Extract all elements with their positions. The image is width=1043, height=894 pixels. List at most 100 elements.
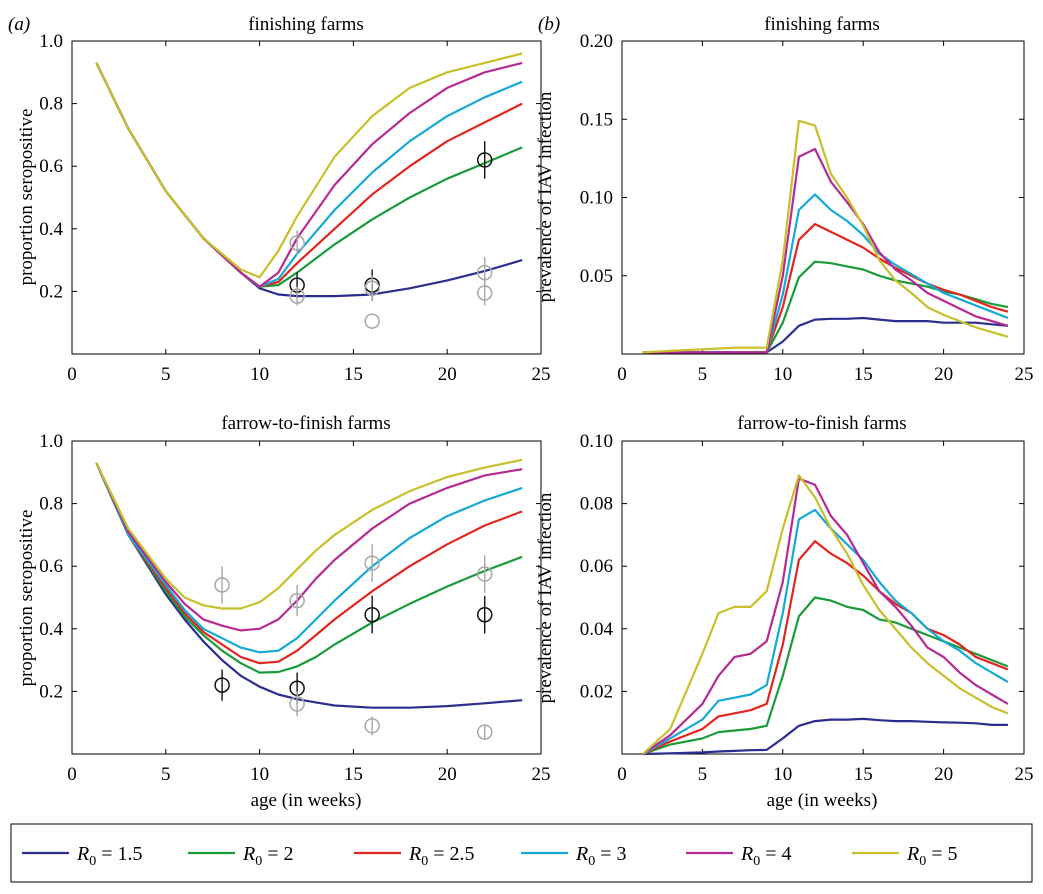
observation-point bbox=[364, 280, 380, 297]
y-axis-label: prevalence of IAV infection bbox=[535, 91, 556, 302]
x-tick-label: 0 bbox=[617, 764, 627, 785]
series-line-3 bbox=[642, 540, 1009, 756]
series-line-6 bbox=[95, 52, 523, 279]
observation-point bbox=[364, 606, 380, 623]
plot-frame bbox=[621, 440, 1025, 755]
x-tick-label: 0 bbox=[617, 364, 627, 385]
y-tick-label: 0.10 bbox=[580, 431, 613, 452]
x-tick-label: 0 bbox=[67, 364, 77, 385]
x-tick-label: 10 bbox=[250, 364, 269, 385]
x-axis-label: age (in weeks) bbox=[251, 790, 362, 811]
y-tick-label: 0.20 bbox=[580, 31, 613, 52]
y-tick-label: 0.15 bbox=[580, 109, 613, 130]
series-line-6 bbox=[642, 474, 1009, 755]
y-tick-label: 0.05 bbox=[580, 266, 613, 287]
series-lines bbox=[95, 458, 523, 709]
series-line-1 bbox=[95, 62, 523, 298]
x-tick-label: 0 bbox=[67, 764, 77, 785]
x-tick-label: 10 bbox=[773, 764, 792, 785]
chart-title: farrow-to-finish farms bbox=[737, 413, 906, 434]
y-tick-label: 0.2 bbox=[39, 681, 63, 702]
y-tick-label: 0.06 bbox=[580, 556, 613, 577]
x-tick-label: 5 bbox=[698, 364, 708, 385]
x-tick-label: 10 bbox=[773, 364, 792, 385]
panel-a-farrow-seropositive: farrow-to-finish farms proportion seropo… bbox=[16, 413, 551, 811]
chart-title: farrow-to-finish farms bbox=[221, 413, 390, 434]
x-tick-label: 15 bbox=[344, 364, 363, 385]
x-tick-label: 5 bbox=[161, 364, 171, 385]
observation-point bbox=[214, 577, 230, 593]
plot-frame bbox=[71, 440, 542, 755]
x-tick-label: 20 bbox=[934, 364, 953, 385]
x-tick-label: 25 bbox=[532, 364, 551, 385]
y-tick-label: 0.4 bbox=[39, 619, 63, 640]
y-tick-label: 0.4 bbox=[39, 219, 63, 240]
legend-label: R0 = 4 bbox=[740, 843, 792, 869]
x-tick-label: 20 bbox=[438, 364, 457, 385]
y-tick-label: 0.02 bbox=[580, 681, 613, 702]
observation-point bbox=[289, 235, 305, 251]
y-tick-label: 0.04 bbox=[580, 619, 614, 640]
series-line-4 bbox=[95, 462, 523, 654]
series-lines bbox=[642, 119, 1009, 354]
observation-point bbox=[364, 313, 380, 329]
observation-point bbox=[476, 285, 493, 301]
panel-tag: (a) bbox=[8, 14, 30, 35]
panel-b-farrow-prevalence: farrow-to-finish farms prevalence of IAV… bbox=[535, 413, 1034, 811]
legend: R0 = 1.5 R0 = 2 R0 = 2.5 R0 = 3 R0 = 4 R0 = 5 bbox=[10, 823, 1033, 883]
observation-point bbox=[476, 566, 493, 582]
x-tick-label: 20 bbox=[438, 764, 457, 785]
x-tick-label: 10 bbox=[250, 764, 269, 785]
y-tick-label: 0.08 bbox=[580, 494, 613, 515]
observation-point bbox=[364, 555, 380, 571]
x-tick-label: 25 bbox=[1015, 764, 1034, 785]
series-line-6 bbox=[95, 458, 523, 610]
chart-title: finishing farms bbox=[248, 14, 364, 35]
observation-point bbox=[476, 152, 493, 168]
x-tick-label: 5 bbox=[698, 764, 708, 785]
observation-point bbox=[476, 606, 493, 623]
legend-label: R0 = 2.5 bbox=[408, 843, 475, 869]
y-axis-label: proportion seropositive bbox=[16, 109, 37, 286]
y-tick-label: 0.2 bbox=[39, 281, 63, 302]
x-tick-label: 5 bbox=[161, 764, 171, 785]
panel-tag: (b) bbox=[538, 14, 560, 35]
series-line-5 bbox=[642, 477, 1009, 755]
plot-frame bbox=[71, 40, 542, 355]
y-tick-label: 0.8 bbox=[39, 94, 63, 115]
legend-entries: R0 = 1.5 R0 = 2 R0 = 2.5 R0 = 3 R0 = 4 R0 = 5 bbox=[22, 843, 958, 869]
chart-title: finishing farms bbox=[764, 14, 880, 35]
series-line-1 bbox=[95, 462, 523, 709]
observations bbox=[214, 544, 493, 740]
plot-frame bbox=[621, 40, 1025, 355]
x-tick-label: 15 bbox=[344, 764, 363, 785]
y-axis-label: proportion seropositive bbox=[16, 510, 37, 687]
observation-point bbox=[476, 264, 493, 281]
series-line-6 bbox=[642, 119, 1009, 354]
axis-ticks: 0 5 10 15 20 25 0.2 0.4 0.6 0.8 1.0 bbox=[39, 431, 550, 785]
y-tick-label: 0.10 bbox=[580, 188, 613, 209]
series-line-3 bbox=[642, 223, 1009, 354]
series-line-1 bbox=[642, 316, 1009, 354]
panel-a-finishing-seropositive: (a) finishing farms proportion seroposit… bbox=[8, 14, 551, 385]
observation-point bbox=[364, 718, 380, 734]
series-line-4 bbox=[642, 193, 1009, 354]
y-tick-label: 1.0 bbox=[39, 431, 63, 452]
series-line-5 bbox=[95, 462, 523, 632]
y-tick-label: 0.6 bbox=[39, 556, 63, 577]
series-line-2 bbox=[95, 462, 523, 674]
x-tick-label: 15 bbox=[854, 364, 873, 385]
y-tick-label: 0.8 bbox=[39, 494, 63, 515]
x-tick-label: 25 bbox=[532, 764, 551, 785]
legend-label: R0 = 1.5 bbox=[76, 843, 143, 869]
observation-point bbox=[476, 724, 493, 740]
observation-point bbox=[289, 288, 305, 304]
series-lines bbox=[642, 474, 1009, 756]
observation-point bbox=[214, 677, 230, 693]
legend-label: R0 = 3 bbox=[575, 843, 627, 869]
series-line-1 bbox=[642, 717, 1008, 756]
series-line-2 bbox=[642, 260, 1009, 354]
series-line-4 bbox=[642, 508, 1009, 755]
y-axis-label: prevalence of IAV infection bbox=[535, 492, 556, 703]
